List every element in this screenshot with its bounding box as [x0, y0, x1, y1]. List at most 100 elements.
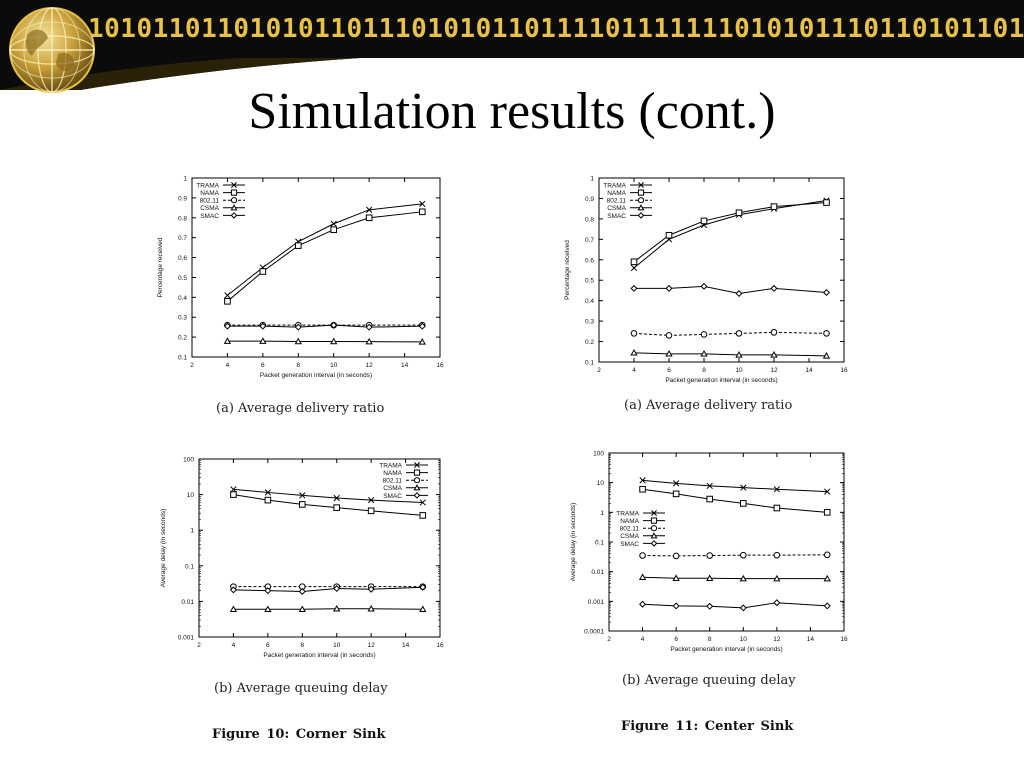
data-point — [295, 238, 302, 245]
data-point — [365, 321, 373, 329]
data-point — [823, 197, 830, 204]
data-point — [739, 604, 747, 612]
slide-title: Simulation results (cont.) — [248, 83, 776, 140]
legend-marker — [230, 212, 238, 219]
y-axis-label: Percentage received — [157, 237, 164, 297]
data-point — [630, 330, 638, 337]
data-point — [367, 507, 375, 515]
data-point — [419, 583, 427, 590]
center-delivery-plot: 0.10.20.30.40.50.60.70.80.912 4 6 8 10 12 14 16… — [564, 176, 848, 385]
data-point — [735, 290, 743, 298]
y-tick-label: 0.1 — [595, 540, 604, 547]
x-tick-label: 10 — [333, 642, 341, 649]
data-point — [330, 321, 338, 329]
data-point — [665, 284, 673, 292]
legend-label: CSMA — [200, 205, 219, 212]
legend-label: NAMA — [383, 470, 402, 477]
legend-marker — [413, 484, 421, 491]
data-point — [638, 573, 647, 580]
legend-marker — [650, 540, 658, 547]
data-point — [298, 605, 306, 613]
legend-marker — [638, 182, 644, 188]
data-point — [224, 321, 231, 329]
data-point — [735, 330, 743, 337]
x-tick-label: 8 — [708, 636, 712, 643]
legend-marker — [651, 510, 657, 516]
data-point — [259, 337, 267, 344]
y-tick-label: 0.01 — [591, 569, 604, 576]
series-line — [634, 285, 827, 295]
data-point — [298, 583, 306, 590]
y-tick-label: 0.3 — [178, 315, 187, 322]
series-line — [227, 324, 423, 328]
data-point — [735, 351, 743, 358]
data-point — [700, 331, 708, 338]
series-smac — [229, 583, 427, 595]
data-point — [294, 242, 302, 249]
data-point — [259, 322, 267, 330]
y-tick-label: 0.2 — [178, 335, 187, 342]
plot-frame — [608, 452, 845, 632]
data-point — [229, 605, 238, 613]
y-tick-label: 1 — [590, 176, 594, 183]
figure-10-caption: Figure 10: Corner Sink — [212, 727, 386, 742]
series-802-11 — [230, 583, 427, 590]
data-point — [333, 504, 341, 511]
data-point — [418, 322, 426, 330]
y-tick-label: 0.6 — [178, 255, 187, 262]
y-tick-label: 0.1 — [185, 563, 194, 570]
data-point — [294, 337, 302, 345]
y-tick-label: 1 — [600, 510, 604, 517]
x-tick-label: 14 — [402, 642, 410, 649]
figure-11-caption: Figure 11: Center Sink — [621, 719, 794, 734]
caption-corner-delay: (b) Average queuing delay — [214, 681, 388, 696]
series-802-11 — [630, 329, 830, 339]
x-tick-label: 16 — [436, 362, 444, 369]
y-tick-label: 1 — [183, 176, 187, 183]
series-line — [642, 602, 828, 609]
data-point — [229, 586, 237, 594]
plot-frame — [198, 458, 441, 638]
x-axis-label: Packet generation interval (in seconds) — [263, 652, 375, 659]
y-tick-label: 0.2 — [585, 339, 594, 346]
series-nama — [639, 485, 831, 516]
data-point — [419, 605, 427, 613]
data-point — [639, 552, 646, 559]
caption-center-delay: (b) Average queuing delay — [622, 673, 796, 688]
data-point — [773, 551, 781, 559]
caption-center-delivery: (a) Average delivery ratio — [624, 398, 793, 413]
y-tick-label: 0.9 — [178, 195, 187, 202]
x-tick-label: 8 — [296, 362, 300, 369]
legend-label: TRAMA — [616, 510, 639, 517]
legend-marker — [637, 197, 645, 204]
y-tick-label: 0.1 — [585, 360, 594, 367]
x-tick-label: 4 — [641, 636, 645, 643]
legend-label: 802.11 — [620, 526, 640, 533]
legend-marker — [230, 189, 238, 196]
data-point — [770, 284, 778, 292]
data-point — [365, 323, 373, 331]
data-point — [365, 337, 373, 345]
legend-marker — [637, 212, 645, 219]
data-point — [630, 348, 638, 356]
data-point — [665, 349, 673, 357]
x-tick-label: 8 — [300, 642, 304, 649]
series-csma — [229, 604, 427, 613]
series-line — [642, 554, 828, 557]
data-point — [735, 209, 743, 217]
data-point — [630, 258, 638, 266]
data-point — [700, 349, 708, 357]
data-point — [259, 268, 267, 275]
corner-delivery-plot: 0.10.20.30.40.50.60.70.80.912 4 6 8 10 12 14 16… — [157, 176, 444, 380]
legend-marker — [650, 532, 658, 539]
series-line — [633, 331, 827, 336]
y-tick-label: 0.001 — [588, 599, 605, 606]
x-tick-label: 14 — [401, 362, 409, 369]
data-point — [298, 587, 306, 595]
series-line — [233, 586, 423, 592]
data-point — [672, 574, 680, 581]
data-point — [665, 231, 673, 239]
binary-digits-strip: 1010110110101011011101010110111101111111… — [88, 14, 1024, 44]
